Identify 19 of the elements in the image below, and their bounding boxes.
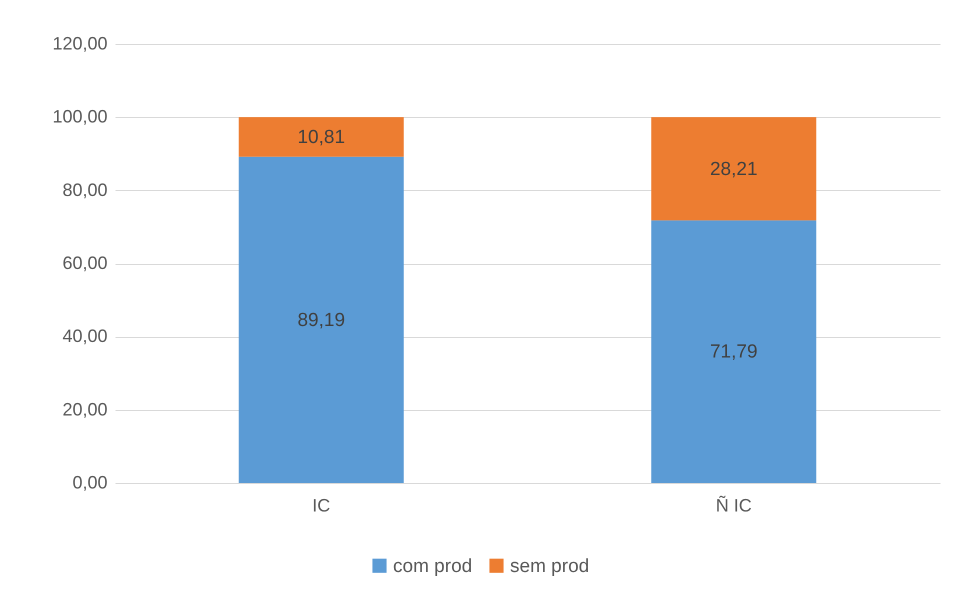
y-tick-label: 100,00 [52, 106, 108, 127]
bar [238, 156, 404, 483]
y-tick-label: 40,00 [62, 326, 108, 346]
y-tick-label: 0,00 [72, 472, 108, 492]
y-tick-label: 60,00 [62, 253, 108, 273]
legend-label: sem prod [510, 556, 590, 577]
y-tick-label: 120,00 [52, 34, 108, 54]
bar [651, 220, 816, 483]
y-tick-label: 80,00 [62, 180, 108, 200]
data-label: 71,79 [710, 342, 758, 363]
data-label: 10,81 [297, 126, 346, 148]
x-tick-label: Ñ IC [716, 496, 752, 516]
legend-label: com prod [393, 556, 472, 577]
bar [651, 117, 816, 220]
bar [238, 117, 404, 157]
x-tick-label: IC [312, 496, 330, 516]
data-label: 28,21 [710, 158, 758, 180]
data-label: 89,19 [297, 310, 346, 331]
y-tick-label: 20,00 [62, 399, 108, 420]
